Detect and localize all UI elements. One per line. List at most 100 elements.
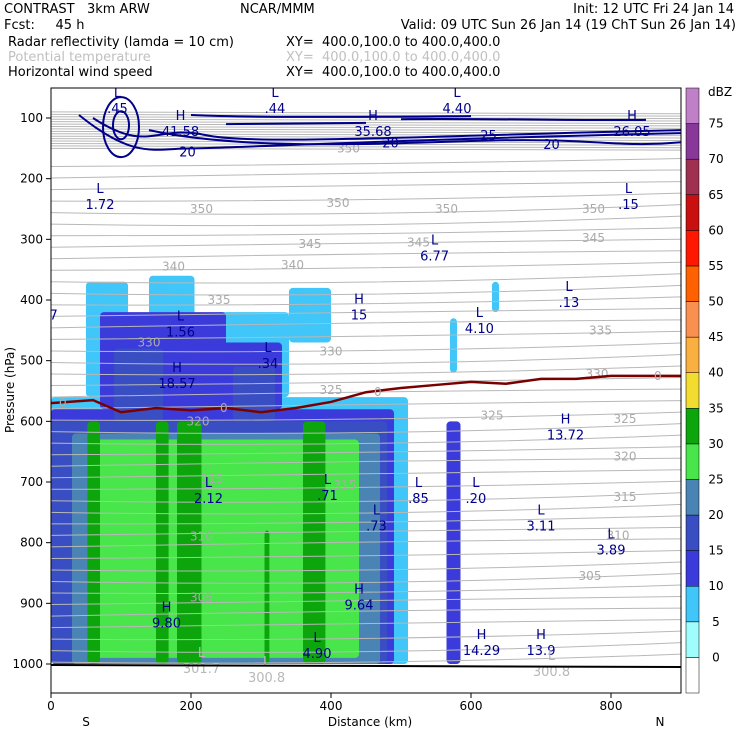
theta-contour-line — [51, 480, 681, 490]
field-1-name: Radar reflectivity (lamda = 10 cm) — [8, 35, 234, 50]
colorbar-swatch — [685, 194, 700, 231]
wind-extremum-value: 18.57 — [158, 377, 195, 392]
theta-contour-line — [51, 296, 681, 306]
theta-contour-line — [51, 284, 681, 296]
theta-contour-line — [51, 113, 681, 117]
wind-extremum-type: L — [565, 280, 573, 295]
wind-extremum-value: 3.11 — [527, 519, 556, 534]
theta-contour-line — [51, 526, 681, 536]
field-3-xy: XY= 400.0,100.0 to 400.0,400.0 — [286, 65, 501, 80]
x-tick-label: 800 — [600, 699, 623, 713]
theta-contour-label: 335 — [208, 293, 231, 307]
theta-contour-label: 345 — [407, 235, 430, 249]
wind-extremum-type: L — [114, 86, 122, 101]
theta-contour-line — [51, 561, 681, 572]
theta-contour-label: 305 — [579, 569, 602, 583]
wind-speed-contour — [102, 96, 140, 159]
wind-extremum-type: H — [561, 412, 571, 427]
theta-contour-line — [51, 400, 681, 410]
colorbar-tick-label: 50 — [708, 295, 723, 309]
theta-contour-line — [51, 572, 681, 584]
theta-contour-line — [51, 619, 681, 629]
wind-extremum-value: 3.89 — [597, 544, 626, 559]
theta-contour-line — [51, 469, 681, 479]
wind-extremum-type: L — [607, 528, 615, 543]
y-tick-label: 1000 — [12, 657, 43, 671]
freezing-level-line — [51, 374, 681, 414]
theta-contour-label: 330 — [138, 335, 161, 349]
theta-contour-line — [51, 549, 681, 559]
theta-contour-line — [51, 330, 681, 340]
theta-contour-label: 345 — [582, 231, 605, 245]
wind-extremum-type: H — [162, 600, 172, 615]
wind-extremum-value: 35.68 — [354, 125, 391, 140]
theta-contour-line — [51, 169, 681, 179]
reflectivity-region — [446, 421, 461, 664]
wind-contour-label: 25 — [480, 129, 497, 144]
colorbar-tick-label: 75 — [708, 117, 723, 131]
wind-extremum-value: .13 — [559, 296, 580, 311]
wind-extremum-type: H — [172, 361, 182, 376]
y-tick-label: 200 — [20, 172, 43, 186]
colorbar-swatch — [685, 479, 700, 516]
wind-extremum-type: H — [176, 109, 186, 124]
theta-extremum-value: 301.7 — [183, 662, 220, 677]
theta-contour-label: 315 — [201, 472, 224, 486]
theta-contour-line — [51, 145, 681, 149]
colorbar-swatch — [685, 657, 700, 694]
reflectivity-region — [492, 281, 499, 313]
wind-extremum-type: L — [264, 341, 272, 356]
colorbar-swatch — [685, 550, 700, 587]
y-tick-label: 900 — [20, 596, 43, 610]
theta-extremum-type: H — [39, 86, 49, 101]
theta-contour-label: 310 — [190, 530, 213, 544]
theta-contour-line — [51, 653, 681, 664]
y-tick-label: 400 — [20, 293, 43, 307]
wind-extremum-type: L — [537, 503, 545, 518]
freezing-level-label: 0 — [654, 369, 662, 383]
wind-speed-contour — [400, 117, 647, 122]
wind-contour-label: 20 — [179, 145, 196, 160]
wind-speed-contour — [78, 114, 681, 151]
colorbar-tick-label: 0 — [712, 650, 720, 664]
theta-contour-line — [51, 128, 681, 132]
theta-contour-line — [51, 250, 681, 260]
wind-contour-label: 20 — [382, 136, 399, 151]
theta-contour-line — [51, 434, 681, 445]
theta-contour-line — [51, 123, 681, 127]
colorbar-swatch — [685, 408, 700, 445]
field-2-name: Potential temperature — [8, 50, 151, 65]
wind-extremum-type: H — [368, 109, 378, 124]
wind-extremum-value: 9.64 — [345, 598, 374, 613]
y-tick-label: 300 — [20, 232, 43, 246]
wind-extremum-value: 2.12 — [194, 492, 223, 507]
y-tick-label: 100 — [20, 111, 43, 125]
colorbar-swatch — [685, 230, 700, 267]
wind-extremum-value: 4.10 — [465, 322, 494, 337]
colorbar-tick-label: 15 — [708, 544, 723, 558]
y-axis-label: Pressure (hPa) — [3, 347, 17, 433]
colorbar-swatch — [685, 123, 700, 160]
theta-contour-label: 320 — [614, 450, 637, 464]
y-tick-label: 700 — [20, 475, 43, 489]
theta-contour-label: 325 — [614, 412, 637, 426]
colorbar-swatch — [685, 158, 700, 196]
wind-extremum-value: 13.9 — [527, 644, 556, 659]
theta-contour-label: 315 — [614, 490, 637, 504]
theta-contour-label: 350 — [190, 202, 213, 216]
wind-extremum-value: .15 — [618, 198, 639, 213]
wind-extremum-type: H — [477, 628, 487, 643]
colorbar-unit: dBZ — [708, 85, 732, 99]
theta-extremum-type: L — [548, 649, 556, 664]
wind-extremum-type: L — [431, 233, 439, 248]
wind-extremum-value: .87 — [37, 308, 58, 323]
theta-contour-label: 325 — [320, 383, 343, 397]
theta-contour-label: 305 — [190, 590, 213, 604]
wind-extremum-value: .71 — [317, 489, 338, 504]
wind-extremum-type: L — [324, 473, 332, 488]
x-tick-label: 200 — [180, 699, 203, 713]
theta-contour-line — [51, 515, 681, 525]
wind-extremum-value: 1.72 — [86, 198, 115, 213]
theta-extremum-type: L — [263, 655, 271, 670]
colorbar-tick-label: 10 — [708, 579, 723, 593]
